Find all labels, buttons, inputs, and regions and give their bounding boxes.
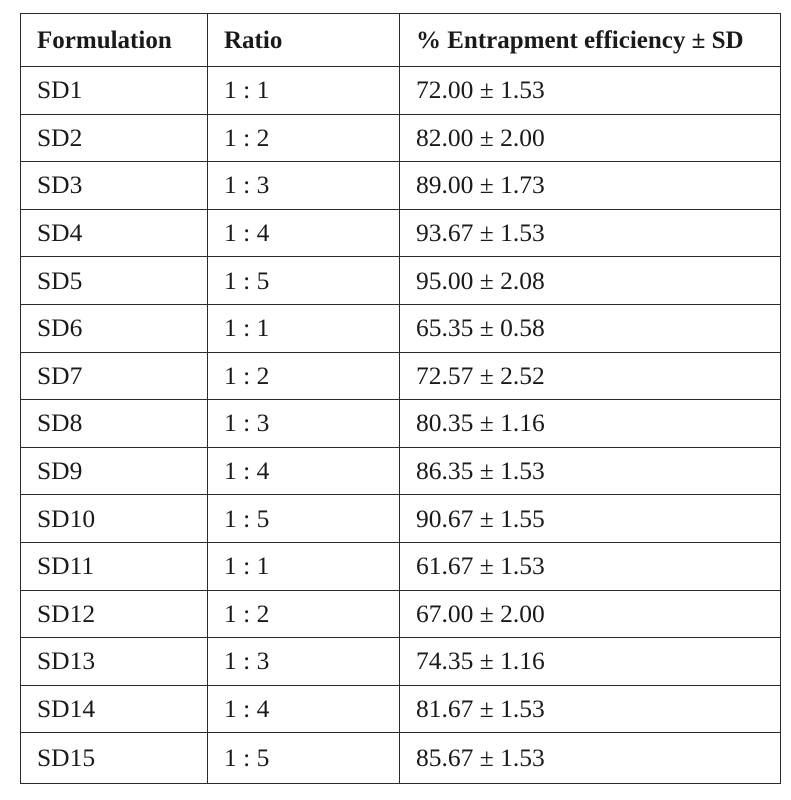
formulation-cell: SD2 xyxy=(20,113,208,163)
formulation-cell: SD11 xyxy=(20,541,208,591)
table-row: SD6 1 : 1 65.35 ± 0.58 xyxy=(20,303,781,353)
ratio-cell: 1 : 4 xyxy=(207,446,400,496)
table-row: SD11 1 : 1 61.67 ± 1.53 xyxy=(20,541,781,591)
formulation-cell: SD9 xyxy=(20,446,208,496)
table-row: SD8 1 : 3 80.35 ± 1.16 xyxy=(20,399,781,448)
ratio-cell: 1 : 1 xyxy=(207,66,400,115)
ratio-cell: 1 : 2 xyxy=(207,113,400,163)
column-header-entrapment-efficiency: % Entrapment efficiency ± SD xyxy=(399,13,781,67)
column-header-formulation: Formulation xyxy=(20,13,208,67)
ratio-cell: 1 : 5 xyxy=(207,494,400,543)
table-row: SD3 1 : 3 89.00 ± 1.73 xyxy=(20,161,781,210)
table-row: SD1 1 : 1 72.00 ± 1.53 xyxy=(20,66,781,115)
formulation-cell: SD13 xyxy=(20,637,208,686)
ratio-cell: 1 : 2 xyxy=(207,351,400,401)
efficiency-cell: 67.00 ± 2.00 xyxy=(399,589,781,639)
ratio-cell: 1 : 1 xyxy=(207,541,400,591)
table-header: Formulation Ratio % Entrapment efficienc… xyxy=(20,13,781,67)
formulation-cell: SD3 xyxy=(20,161,208,210)
table-row: SD2 1 : 2 82.00 ± 2.00 xyxy=(20,113,781,163)
formulation-cell: SD6 xyxy=(20,303,208,353)
efficiency-cell: 89.00 ± 1.73 xyxy=(399,161,781,210)
efficiency-cell: 72.00 ± 1.53 xyxy=(399,66,781,115)
ratio-cell: 1 : 4 xyxy=(207,208,400,258)
ratio-cell: 1 : 1 xyxy=(207,303,400,353)
table-row: SD10 1 : 5 90.67 ± 1.55 xyxy=(20,494,781,543)
formulation-cell: SD1 xyxy=(20,66,208,115)
efficiency-cell: 85.67 ± 1.53 xyxy=(399,732,781,785)
efficiency-cell: 72.57 ± 2.52 xyxy=(399,351,781,401)
table-row: SD13 1 : 3 74.35 ± 1.16 xyxy=(20,637,781,686)
table-body: SD1 1 : 1 72.00 ± 1.53 SD2 1 : 2 82.00 ± 2.00… xyxy=(20,66,781,785)
column-header-ratio: Ratio xyxy=(207,13,400,67)
ratio-cell: 1 : 5 xyxy=(207,256,400,305)
efficiency-cell: 65.35 ± 0.58 xyxy=(399,303,781,353)
formulation-cell: SD8 xyxy=(20,399,208,448)
table-row: SD9 1 : 4 86.35 ± 1.53 xyxy=(20,446,781,496)
formulation-cell: SD4 xyxy=(20,208,208,258)
ratio-cell: 1 : 2 xyxy=(207,589,400,639)
table-row: SD5 1 : 5 95.00 ± 2.08 xyxy=(20,256,781,305)
formulation-cell: SD14 xyxy=(20,684,208,734)
ratio-cell: 1 : 5 xyxy=(207,732,400,785)
table-row: SD14 1 : 4 81.67 ± 1.53 xyxy=(20,684,781,734)
formulation-cell: SD5 xyxy=(20,256,208,305)
table-row: SD4 1 : 4 93.67 ± 1.53 xyxy=(20,208,781,258)
table-row: SD7 1 : 2 72.57 ± 2.52 xyxy=(20,351,781,401)
formulation-cell: SD15 xyxy=(20,732,208,785)
formulation-cell: SD12 xyxy=(20,589,208,639)
ratio-cell: 1 : 4 xyxy=(207,684,400,734)
efficiency-cell: 74.35 ± 1.16 xyxy=(399,637,781,686)
efficiency-cell: 90.67 ± 1.55 xyxy=(399,494,781,543)
header-row: Formulation Ratio % Entrapment efficienc… xyxy=(20,13,781,67)
table-row: SD12 1 : 2 67.00 ± 2.00 xyxy=(20,589,781,639)
efficiency-cell: 93.67 ± 1.53 xyxy=(399,208,781,258)
efficiency-cell: 80.35 ± 1.16 xyxy=(399,399,781,448)
efficiency-cell: 82.00 ± 2.00 xyxy=(399,113,781,163)
formulation-cell: SD10 xyxy=(20,494,208,543)
efficiency-cell: 61.67 ± 1.53 xyxy=(399,541,781,591)
formulation-cell: SD7 xyxy=(20,351,208,401)
efficiency-cell: 81.67 ± 1.53 xyxy=(399,684,781,734)
entrapment-efficiency-table: Formulation Ratio % Entrapment efficienc… xyxy=(20,13,781,785)
table-row: SD15 1 : 5 85.67 ± 1.53 xyxy=(20,732,781,785)
ratio-cell: 1 : 3 xyxy=(207,637,400,686)
efficiency-cell: 86.35 ± 1.53 xyxy=(399,446,781,496)
ratio-cell: 1 : 3 xyxy=(207,399,400,448)
ratio-cell: 1 : 3 xyxy=(207,161,400,210)
efficiency-cell: 95.00 ± 2.08 xyxy=(399,256,781,305)
